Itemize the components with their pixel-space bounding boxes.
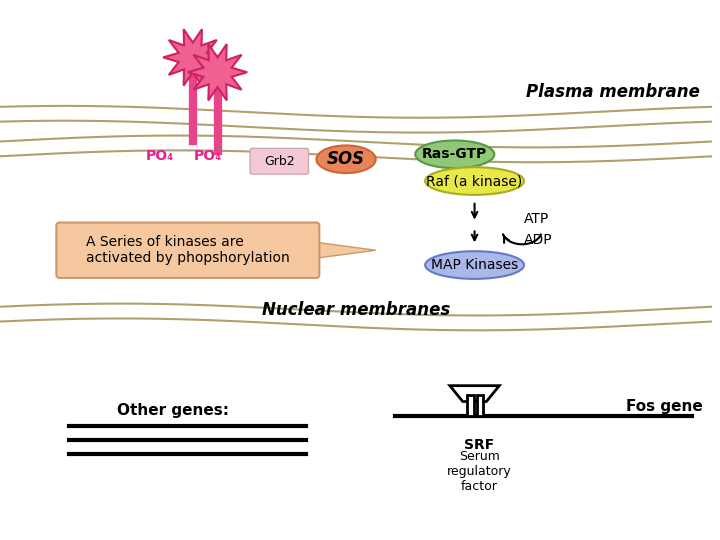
Text: Fos gene: Fos gene <box>626 399 703 414</box>
Polygon shape <box>316 242 376 258</box>
Text: SRF: SRF <box>464 438 495 452</box>
Ellipse shape <box>425 251 524 279</box>
Polygon shape <box>163 29 222 86</box>
Text: Ras-GTP: Ras-GTP <box>422 147 487 161</box>
Polygon shape <box>450 386 499 402</box>
Text: Serum
regulatory
factor: Serum regulatory factor <box>447 450 512 493</box>
Ellipse shape <box>415 140 495 168</box>
Bar <box>467 395 474 416</box>
Text: A Series of kinases are
activated by phopshorylation: A Series of kinases are activated by pho… <box>86 235 289 265</box>
Text: SOS: SOS <box>327 150 365 168</box>
Text: PO₄: PO₄ <box>194 149 222 163</box>
Text: Nuclear membranes: Nuclear membranes <box>262 301 450 319</box>
Ellipse shape <box>425 167 524 195</box>
Ellipse shape <box>316 145 376 173</box>
FancyBboxPatch shape <box>56 222 320 278</box>
Text: ATP: ATP <box>524 212 549 226</box>
Polygon shape <box>188 44 247 100</box>
Text: Grb2: Grb2 <box>264 155 294 168</box>
Text: Other genes:: Other genes: <box>117 403 229 418</box>
Text: Plasma membrane: Plasma membrane <box>526 83 700 101</box>
Text: PO₄: PO₄ <box>146 149 174 163</box>
Text: ADP: ADP <box>524 233 553 247</box>
Text: Raf (a kinase): Raf (a kinase) <box>426 174 523 188</box>
Text: MAP Kinases: MAP Kinases <box>431 258 518 272</box>
FancyBboxPatch shape <box>250 148 308 174</box>
Bar <box>477 395 483 416</box>
